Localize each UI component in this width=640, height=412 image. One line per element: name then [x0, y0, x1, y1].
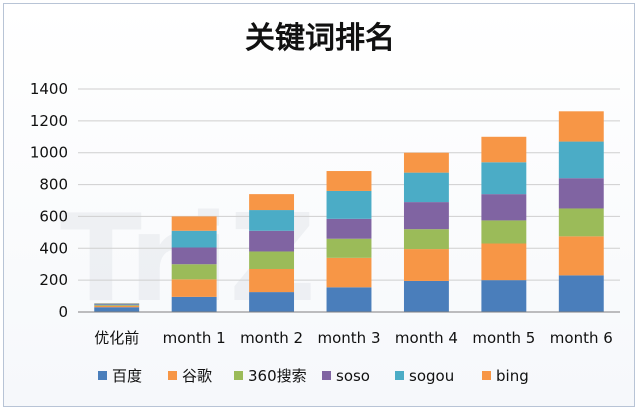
bar-4-1: [403, 249, 449, 281]
bar-1-4: [171, 230, 217, 248]
bar-0-3: [94, 304, 140, 306]
bar-6-3: [558, 178, 604, 209]
bar-4-2: [403, 229, 449, 250]
y-tick-label: 800: [39, 176, 68, 194]
legend-swatch-4: [395, 371, 404, 380]
bar-6-5: [558, 111, 604, 142]
legend-label: bing: [496, 367, 529, 385]
bar-3-2: [326, 238, 372, 258]
bars: [94, 111, 604, 312]
x-tick-label: month 4: [395, 329, 458, 347]
x-tick-label: 优化前: [94, 329, 139, 347]
y-tick-label: 1400: [30, 80, 68, 98]
legend-label: 谷歌: [182, 367, 212, 385]
bar-1-3: [171, 247, 217, 265]
x-tick-label: month 3: [318, 329, 381, 347]
x-tick-label: month 1: [163, 329, 226, 347]
y-tick-label: 200: [39, 271, 68, 289]
bar-6-0: [558, 275, 604, 312]
bar-6-1: [558, 236, 604, 276]
legend-label: sogou: [409, 367, 454, 385]
bar-6-4: [558, 141, 604, 179]
chart-frame: [3, 3, 635, 407]
legend-label: soso: [336, 367, 370, 385]
bar-5-1: [481, 243, 527, 281]
y-axis-ticks: 0 200 400 600 800 1000 1200 1400: [30, 80, 68, 321]
bar-5-4: [481, 162, 527, 195]
bar-6-2: [558, 208, 604, 237]
legend-swatch-1: [168, 371, 177, 380]
legend-label: 360搜索: [248, 367, 307, 385]
bar-5-0: [481, 280, 527, 312]
legend: 百度 谷歌 360搜索 soso sogou bing: [98, 367, 529, 385]
x-tick-label: month 2: [240, 329, 303, 347]
y-tick-label: 600: [39, 207, 68, 225]
legend-swatch-3: [322, 371, 331, 380]
bar-2-3: [249, 230, 295, 252]
bar-5-5: [481, 136, 527, 163]
bar-1-0: [171, 296, 217, 312]
y-tick-label: 0: [58, 303, 68, 321]
x-tick-label: month 5: [472, 329, 535, 347]
bar-2-0: [249, 292, 295, 312]
bar-2-5: [249, 194, 295, 211]
bar-1-1: [171, 279, 217, 297]
bar-1-5: [171, 216, 217, 231]
legend-label: 百度: [112, 367, 142, 385]
legend-swatch-0: [98, 371, 107, 380]
y-tick-label: 1200: [30, 112, 68, 130]
bar-4-5: [403, 152, 449, 173]
x-axis-ticks: 优化前 month 1 month 2 month 3 month 4 month 5 mo…: [94, 329, 613, 347]
legend-swatch-5: [482, 371, 491, 380]
bar-2-2: [249, 251, 295, 269]
y-tick-label: 1000: [30, 144, 68, 162]
bar-4-3: [403, 202, 449, 230]
bar-2-4: [249, 210, 295, 231]
x-tick-label: month 6: [550, 329, 613, 347]
bar-0-1: [94, 305, 140, 308]
bar-3-1: [326, 257, 372, 288]
bar-0-4: [94, 303, 140, 305]
chart-title: 关键词排名: [245, 21, 395, 56]
bar-1-2: [171, 264, 217, 280]
bar-2-1: [249, 268, 295, 293]
bar-0-2: [94, 305, 140, 306]
bar-0-0: [94, 307, 140, 312]
bar-4-0: [403, 280, 449, 312]
bar-3-0: [326, 287, 372, 312]
y-tick-label: 400: [39, 239, 68, 257]
bar-3-5: [326, 171, 372, 191]
bar-3-3: [326, 218, 372, 239]
bar-5-3: [481, 194, 527, 221]
bar-3-4: [326, 190, 372, 219]
legend-swatch-2: [234, 371, 243, 380]
bar-4-4: [403, 172, 449, 203]
bar-5-2: [481, 220, 527, 244]
